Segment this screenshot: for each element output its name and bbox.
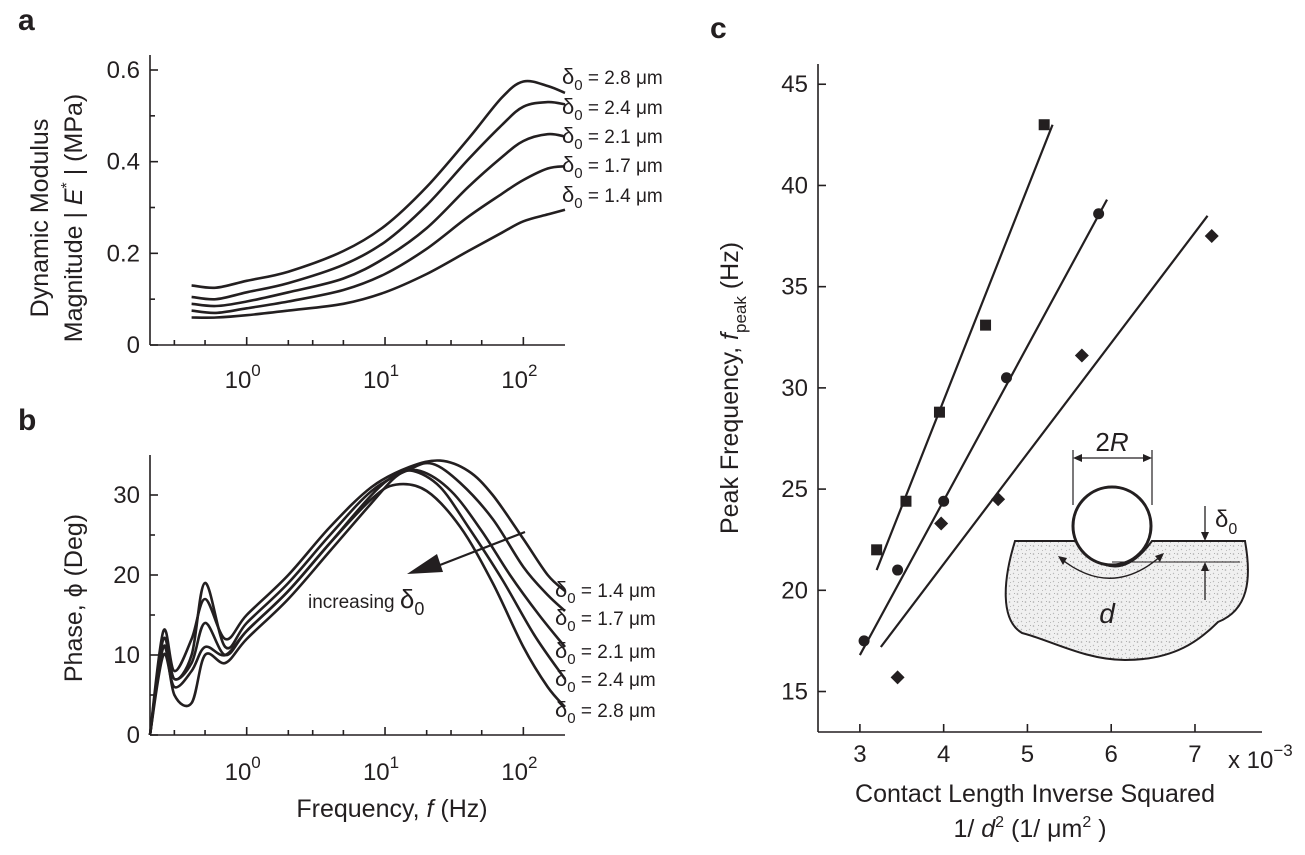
panel-b-ylabel: Phase, ϕ (Deg) xyxy=(60,514,88,682)
panel-b-series-label: δ0 = 2.4 μm xyxy=(555,666,656,696)
panel-b-series-label: δ0 = 1.4 μm xyxy=(555,577,656,607)
panel-c-point-square xyxy=(933,406,945,418)
panel-b-xtick-label: 101 xyxy=(363,753,399,786)
panel-b-letter: b xyxy=(18,404,36,437)
panel-a-ytick-label: 0.2 xyxy=(107,240,140,267)
panel-c-ytick-label: 30 xyxy=(781,375,808,402)
panel-a-ylabel-line1: Dynamic Modulus xyxy=(26,119,54,318)
panel-c-xtick-label: 6 xyxy=(1105,741,1118,768)
panel-c-xtick-label: 3 xyxy=(853,741,866,768)
panel-a-ytick-label: 0 xyxy=(127,332,140,359)
panel-a-series-line xyxy=(191,132,566,308)
inset-2r-arrowhead-right xyxy=(1143,454,1152,462)
inset-delta-arrowhead-top xyxy=(1201,532,1209,541)
inset-contact-arc xyxy=(1059,554,1163,579)
panel-b-axes: 0 10 20 30 100 101 102 xyxy=(113,455,565,786)
inset-d-label: d xyxy=(1099,598,1116,629)
panel-a-series-line xyxy=(191,165,566,315)
panel-c-ytick-label: 40 xyxy=(781,172,808,199)
panel-b-curves xyxy=(148,459,567,736)
panel-b-series-label: δ0 = 2.8 μm xyxy=(555,697,656,727)
panel-b-ytick-label: 30 xyxy=(113,482,140,509)
panel-c-point-square xyxy=(1038,119,1050,131)
panel-a-letter: a xyxy=(18,4,35,37)
panel-c-point-diamond xyxy=(934,516,949,531)
panel-c-xlabel-line2: 1/ d2 (1/ μm2 ) xyxy=(953,814,1106,843)
panel-c-point-square xyxy=(900,495,912,507)
panel-c-point-diamond xyxy=(890,670,905,685)
increasing-arrow-head xyxy=(407,554,443,574)
panel-c-xtick-label: 4 xyxy=(937,741,950,768)
panel-c-point-diamond xyxy=(991,492,1006,507)
inset-2r-arrowhead-left xyxy=(1073,454,1082,462)
panel-c-fit-line xyxy=(879,215,1209,648)
panel-a-series-line xyxy=(191,100,566,301)
panel-c-point-circle xyxy=(892,564,904,576)
panel-a-series-label: δ0 = 1.4 μm xyxy=(562,182,663,212)
panel-b-ytick-label: 10 xyxy=(113,642,140,669)
panel-b-xlabel: Frequency, f (Hz) xyxy=(296,795,487,823)
panel-b: b Phase, ϕ (Deg) Frequency, f (Hz) 01020… xyxy=(18,404,656,823)
inset-delta-label: δ0 xyxy=(1215,506,1237,538)
panel-a-series-label: δ0 = 1.7 μm xyxy=(562,152,663,182)
increasing-annotation: increasing δ0 xyxy=(308,584,424,619)
panel-b-series-line xyxy=(148,459,566,736)
panel-c-letter: c xyxy=(710,12,727,45)
panel-b-series-line xyxy=(148,482,566,736)
panel-b-xtick-label: 102 xyxy=(501,753,537,786)
panel-b-ytick-label: 0 xyxy=(127,722,140,749)
panel-b-series-label: δ0 = 2.1 μm xyxy=(555,638,656,668)
panel-c-points xyxy=(858,119,1219,685)
panel-c-xlabel-line1: Contact Length Inverse Squared xyxy=(855,780,1215,808)
increasing-arrow-shaft xyxy=(439,530,526,567)
panel-c-point-circle xyxy=(1093,208,1105,220)
panel-b-ytick-label: 20 xyxy=(113,562,140,589)
panel-c-xtick-label: 5 xyxy=(1021,741,1034,768)
panel-b-xtick-label: 100 xyxy=(225,753,261,786)
inset-arc-arrowhead-left xyxy=(1058,556,1067,565)
panel-c-ylabel: Peak Frequency, fpeak (Hz) xyxy=(716,242,750,534)
panel-a-series-line xyxy=(191,208,566,319)
panel-c-x-multiplier: x 10−3 xyxy=(1228,741,1293,774)
panel-c-ytick-label: 35 xyxy=(781,274,808,301)
panel-c-point-diamond xyxy=(1074,348,1089,363)
panel-a-ytick-label: 0.6 xyxy=(107,57,140,84)
inset-arc-arrowhead-right xyxy=(1155,553,1164,562)
inset-sphere xyxy=(1071,485,1153,567)
panel-a-xtick-label: 101 xyxy=(363,361,399,394)
panel-c-point-circle xyxy=(938,495,950,507)
panel-c-point-square xyxy=(871,544,883,556)
panel-a-series-label: δ0 = 2.1 μm xyxy=(562,123,663,153)
panel-b-series-label: δ0 = 1.7 μm xyxy=(555,605,656,635)
panel-c-ytick-label: 15 xyxy=(781,679,808,706)
panel-b-series-line xyxy=(148,469,567,736)
panel-c-point-circle xyxy=(858,635,870,647)
panel-c-fit-line xyxy=(858,199,1108,656)
inset-2r-label: 2R xyxy=(1095,427,1128,457)
panel-a-series-label: δ0 = 2.4 μm xyxy=(562,94,663,124)
panel-a-series-label: δ0 = 2.8 μm xyxy=(562,64,663,94)
panel-a: a Dynamic Modulus Magnitude | E* | (MPa)… xyxy=(18,4,663,394)
panel-a-ylabel-line2: Magnitude | E* | (MPa) xyxy=(59,94,88,343)
panel-c-point-circle xyxy=(1000,372,1012,384)
panel-a-xtick-label: 102 xyxy=(501,361,537,394)
panel-a-ytick-label: 0.4 xyxy=(107,149,140,176)
panel-c-ytick-label: 20 xyxy=(781,577,808,604)
contact-inset: 2R δ0 d xyxy=(1004,427,1249,662)
panel-a-series-line xyxy=(191,79,566,290)
panel-c-point-diamond xyxy=(1204,229,1219,244)
panel-a-axes: 0 0.2 0.4 0.6 100 101 102 xyxy=(107,55,565,394)
inset-delta-arrowhead-bottom xyxy=(1201,562,1209,571)
panel-c-ytick-label: 45 xyxy=(781,71,808,98)
panel-a-curves xyxy=(191,79,566,319)
panel-c-point-square xyxy=(980,319,992,331)
panel-a-xtick-label: 100 xyxy=(225,361,261,394)
panel-c: c Peak Frequency, fpeak (Hz) Contact Len… xyxy=(710,12,1293,843)
panel-c-xtick-label: 7 xyxy=(1188,741,1201,768)
panel-c-ytick-label: 25 xyxy=(781,476,808,503)
